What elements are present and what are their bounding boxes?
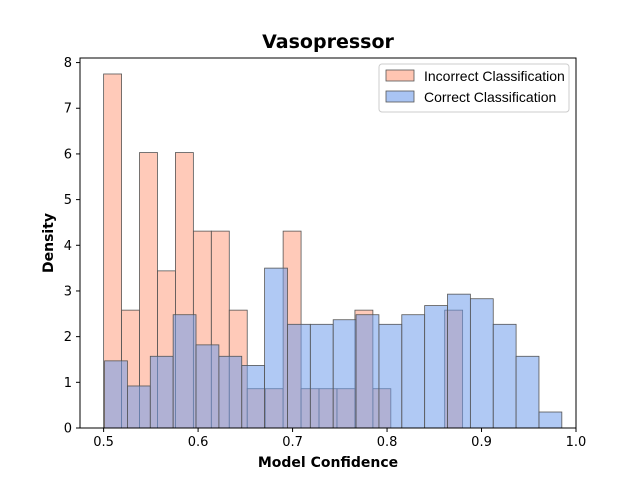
- series-correct-bars: [104, 267, 563, 429]
- x-axis-label: Model Confidence: [258, 455, 398, 471]
- bar-correct-7: [264, 267, 288, 429]
- bar-correct-12: [378, 323, 403, 429]
- bar-correct-13: [401, 314, 426, 429]
- y-tick-label: 4: [64, 239, 72, 254]
- bar-correct-19: [538, 411, 563, 429]
- bar-correct-11: [355, 314, 380, 429]
- bar-correct-4: [195, 344, 220, 429]
- x-axis-ticks: 0.5 0.6 0.7 0.8 0.9 1.0: [93, 428, 586, 450]
- y-tick-label: 6: [64, 147, 72, 162]
- y-axis-ticks: 0 1 2 3 4 5 6 7 8: [64, 56, 80, 437]
- legend: Incorrect Classification Correct Classif…: [378, 63, 570, 113]
- x-tick-label: 0.5: [93, 435, 114, 450]
- legend-swatch-correct: [385, 90, 415, 103]
- bar-correct-9: [309, 323, 334, 429]
- bar-correct-6: [241, 365, 266, 429]
- bar-correct-18: [515, 355, 540, 429]
- x-tick-label: 0.8: [377, 435, 398, 450]
- x-tick-label: 0.9: [471, 435, 492, 450]
- bar-correct-1: [127, 385, 151, 429]
- bar-correct-10: [332, 319, 357, 429]
- plot-area-frame: [79, 57, 577, 429]
- y-tick-label: 1: [64, 376, 72, 391]
- y-tick-label: 0: [64, 422, 72, 437]
- y-tick-label: 8: [64, 56, 72, 71]
- x-tick-label: 0.7: [282, 435, 303, 450]
- bar-correct-2: [149, 355, 174, 429]
- bar-correct-0: [104, 360, 128, 429]
- bar-correct-5: [218, 355, 243, 429]
- y-axis-label: Density: [41, 213, 57, 273]
- bar-correct-3: [172, 314, 197, 429]
- chart-title: Vasopressor: [262, 31, 394, 53]
- bar-correct-17: [492, 323, 517, 429]
- bar-correct-8: [287, 323, 311, 429]
- legend-swatch-incorrect: [385, 69, 415, 82]
- y-tick-label: 7: [64, 102, 72, 117]
- bar-correct-15: [447, 293, 471, 429]
- legend-label-correct: Correct Classification: [424, 89, 556, 105]
- legend-box: [378, 63, 570, 113]
- bar-correct-16: [469, 298, 494, 429]
- y-tick-label: 2: [64, 330, 72, 345]
- legend-label-incorrect: Incorrect Classification: [424, 68, 565, 84]
- y-tick-label: 5: [64, 193, 72, 208]
- y-tick-label: 3: [64, 284, 72, 299]
- x-tick-label: 0.6: [188, 435, 209, 450]
- bar-correct-14: [424, 305, 448, 429]
- x-tick-label: 1.0: [566, 435, 587, 450]
